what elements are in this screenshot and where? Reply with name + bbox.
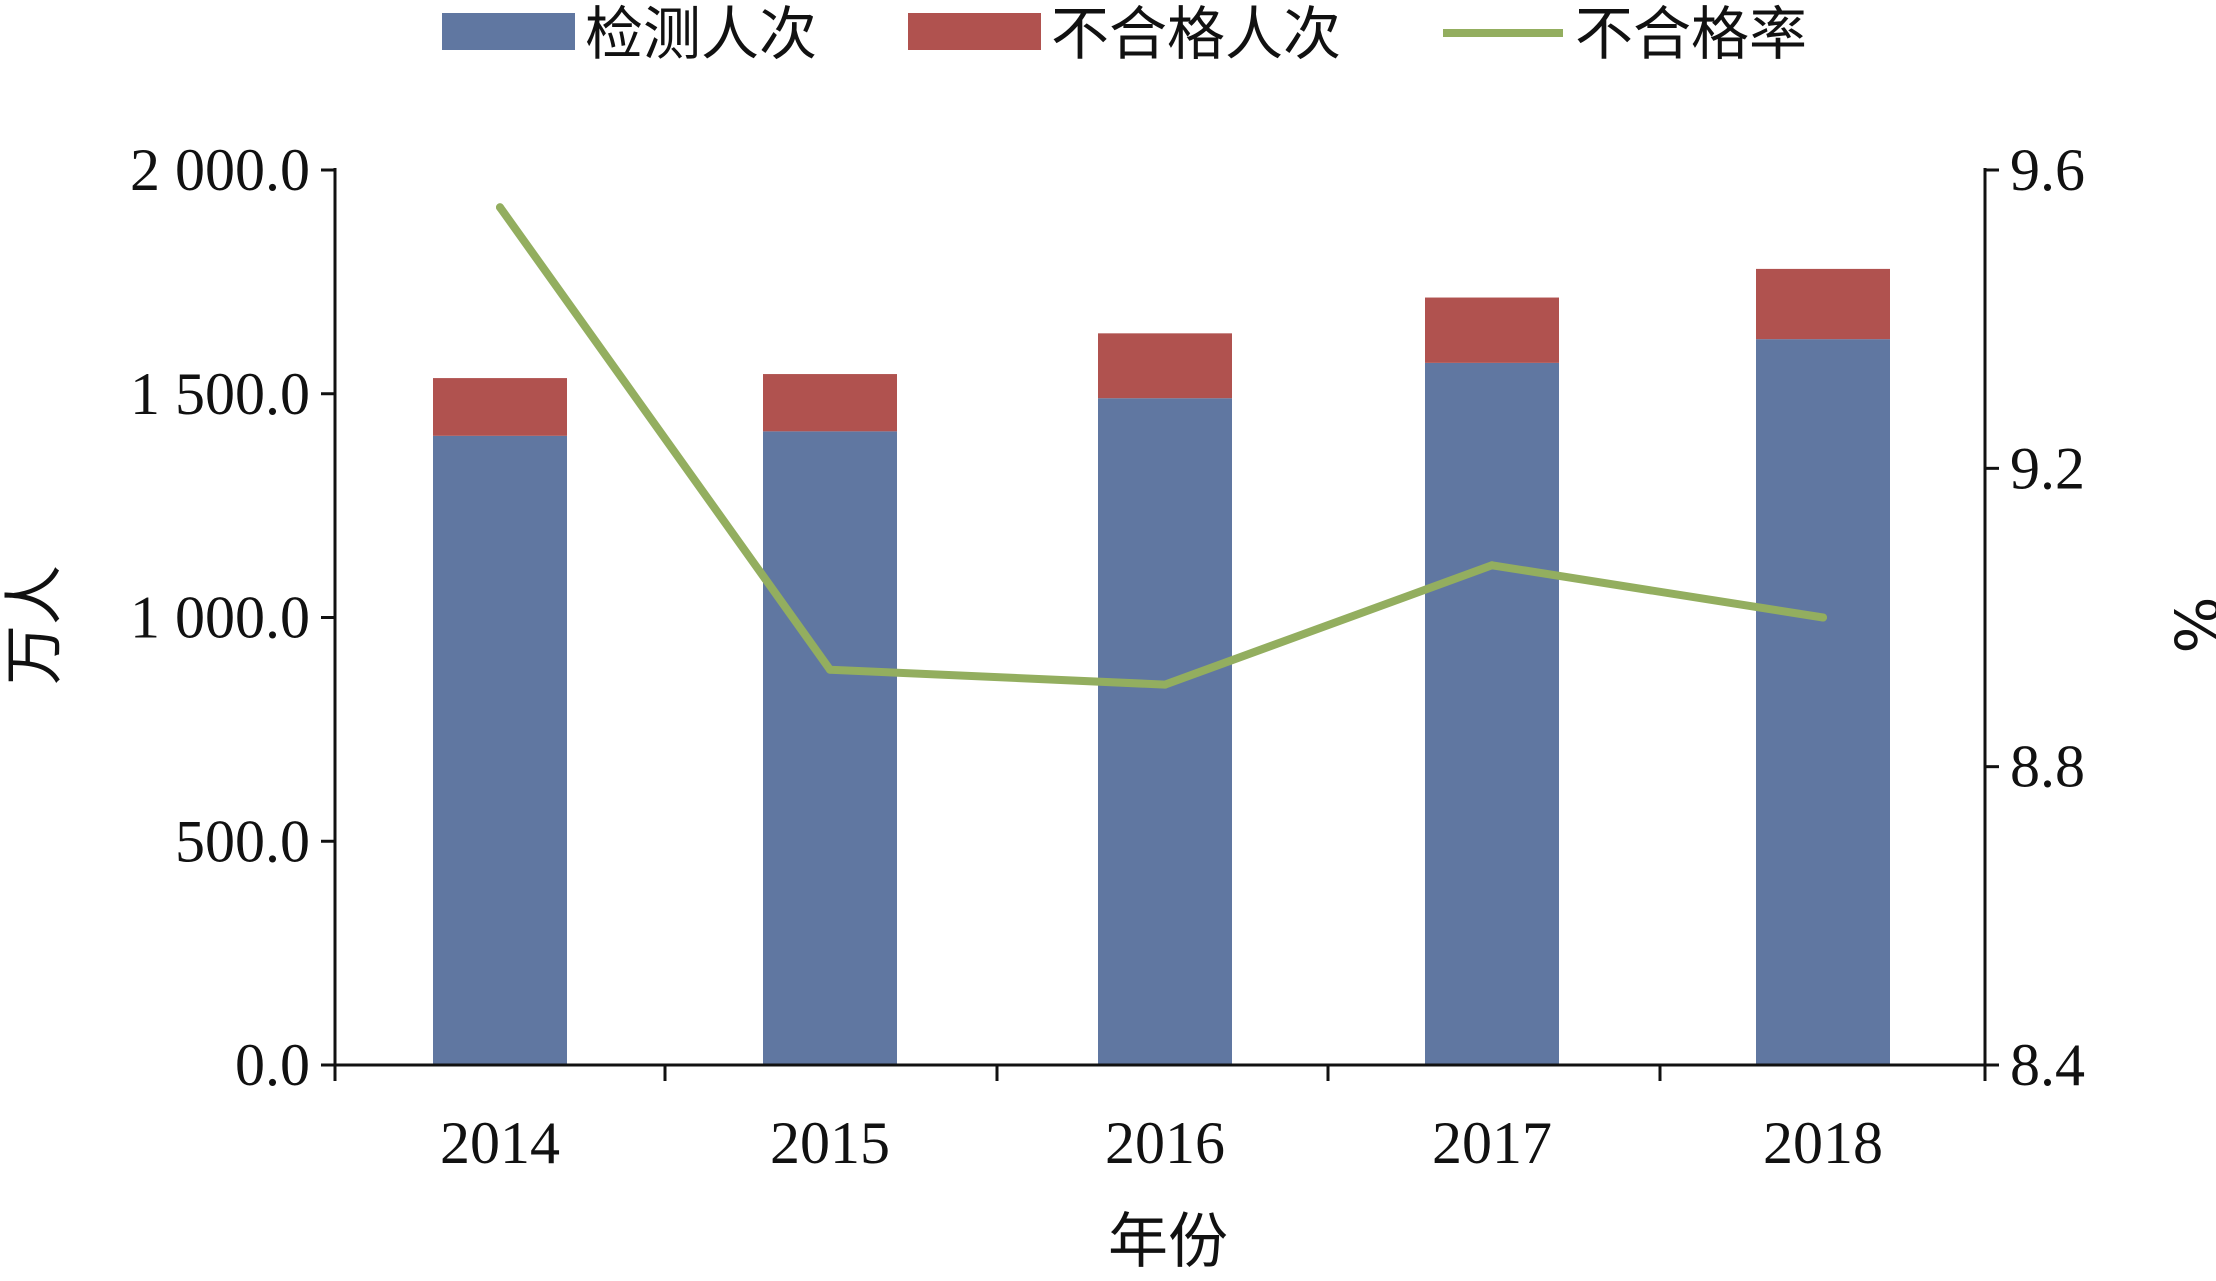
x-axis: 2014 2015 2016 2017 2018 [333, 1063, 1987, 1176]
left-tick-label: 1 000.0 [130, 585, 310, 651]
legend-item-1-swatch [908, 13, 1041, 50]
bar-failed-2016 [1098, 333, 1232, 399]
y-axis-title: 万人 [0, 565, 70, 685]
point-fail-rate-2017 [1488, 561, 1496, 570]
point-fail-rate-2014 [496, 203, 504, 212]
legend-item-0-swatch [442, 13, 575, 50]
bar-tested-2016 [1098, 398, 1232, 1066]
left-tick-label: 1 500.0 [130, 361, 310, 427]
y2-axis-title: % [2160, 596, 2216, 653]
right-tick-label: 9.6 [2010, 137, 2085, 203]
bar-tested-2014 [433, 435, 567, 1065]
bar-failed-2017 [1425, 297, 1559, 363]
left-tick-label: 0.0 [235, 1032, 310, 1098]
left-axis: 0.0 500.0 1 000.0 1 500.0 2 000.0 [130, 137, 337, 1098]
legend-item-0-label: 检测人次 [585, 0, 817, 68]
right-axis: 8.4 8.8 9.2 9.6 [1983, 137, 2085, 1098]
x-tick-label: 2014 [440, 1110, 560, 1176]
legend-item-2-label: 不合格率 [1575, 0, 1807, 68]
x-tick-label: 2017 [1432, 1110, 1552, 1176]
legend-item-1-label: 不合格人次 [1051, 0, 1341, 68]
x-tick-label: 2015 [770, 1110, 890, 1176]
right-tick-label: 8.4 [2010, 1032, 2085, 1098]
left-tick-label: 500.0 [175, 808, 310, 874]
right-tick-label: 9.2 [2010, 435, 2085, 501]
x-axis-title: 年份 [1108, 1207, 1228, 1277]
left-tick-label: 2 000.0 [130, 137, 310, 203]
point-fail-rate-2018 [1819, 613, 1827, 622]
bar-tested-2015 [763, 431, 897, 1066]
line-layer [496, 203, 1827, 689]
bars-layer [433, 268, 1890, 1066]
bar-failed-2014 [433, 378, 567, 436]
x-tick-label: 2016 [1105, 1110, 1225, 1176]
bar-failed-2018 [1756, 268, 1890, 340]
bar-failed-2015 [763, 374, 897, 432]
legend: 检测人次 不合格人次 不合格率 [442, 0, 1807, 68]
point-fail-rate-2015 [826, 665, 834, 674]
bar-tested-2017 [1425, 362, 1559, 1065]
x-tick-label: 2018 [1763, 1110, 1883, 1176]
point-fail-rate-2016 [1161, 680, 1169, 689]
right-tick-label: 8.8 [2010, 734, 2085, 800]
bar-tested-2018 [1756, 339, 1890, 1065]
